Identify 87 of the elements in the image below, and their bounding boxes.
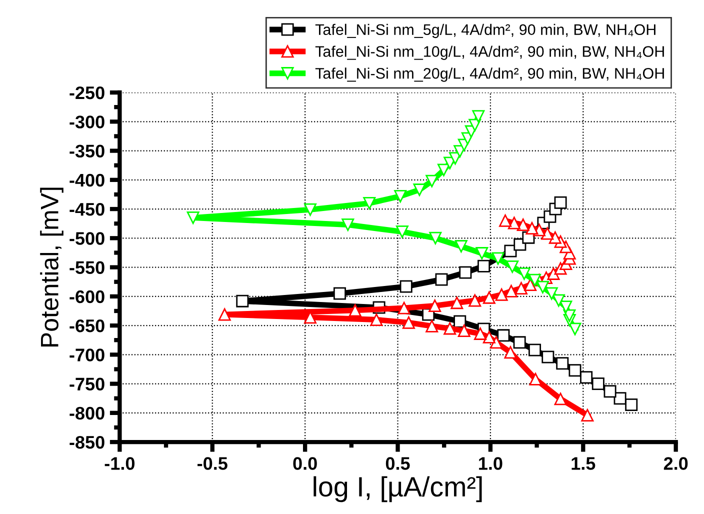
x-tick-label: -0.5 (198, 457, 228, 470)
y-tick-label: -850 (70, 436, 104, 449)
point (304, 203, 317, 216)
point (400, 280, 412, 293)
point (513, 336, 526, 349)
point (497, 329, 510, 342)
x-tick-label: -1.0 (104, 457, 134, 470)
point (542, 350, 554, 364)
point (454, 315, 466, 328)
point (348, 304, 362, 317)
point (568, 364, 582, 377)
x-axis-title: log I, [µA/cm²] (314, 476, 482, 502)
point (482, 330, 496, 344)
point (541, 227, 554, 240)
point (454, 240, 468, 253)
point (524, 278, 537, 292)
y-tick-label: -450 (70, 202, 104, 216)
point (495, 288, 508, 301)
y-tick-label: -800 (70, 406, 104, 420)
y-tick-label: -250 (70, 86, 104, 100)
point (450, 296, 464, 310)
point (398, 302, 410, 314)
point (396, 225, 408, 238)
point (514, 282, 528, 294)
point (236, 294, 249, 308)
point (429, 232, 442, 244)
point (363, 196, 376, 210)
point (370, 313, 383, 326)
point (490, 336, 502, 349)
point (472, 110, 485, 123)
point (476, 247, 488, 260)
point (568, 322, 582, 336)
point (526, 222, 538, 234)
point (554, 196, 567, 209)
x-tick-label: 1.5 (572, 457, 596, 470)
point (394, 190, 407, 202)
point (504, 284, 518, 298)
point (604, 385, 616, 398)
legend-label: Tafel_Ni-Si nm_10g/L, 4A/dm², 90 min, BW, NH₄OH (315, 46, 664, 60)
point (625, 398, 638, 412)
y-tick-label: -500 (70, 232, 104, 245)
x-tick-label: 2.0 (664, 457, 688, 470)
point (426, 320, 438, 332)
y-tick-label: -350 (70, 144, 104, 158)
point (428, 299, 442, 312)
point (528, 344, 542, 356)
y-tick-label: -300 (70, 116, 104, 128)
legend-label: Tafel_Ni-Si nm_5g/L, 4A/dm², 90 min, BW, NH₄OH (315, 24, 656, 38)
point (580, 371, 593, 384)
point (186, 212, 200, 224)
y-tick-label: -650 (70, 319, 104, 332)
point (516, 218, 530, 232)
point (547, 267, 560, 280)
x-tick-label: 0.5 (386, 457, 410, 470)
y-axis-title: Potential, [mV] (40, 188, 64, 347)
point (554, 392, 567, 406)
point (528, 274, 542, 286)
point (342, 218, 354, 232)
point (333, 287, 346, 300)
y-tick-label: -750 (70, 378, 104, 391)
x-tick-label: 1.0 (479, 457, 502, 470)
point (499, 214, 512, 227)
point (548, 231, 562, 244)
point (435, 273, 448, 286)
y-tick-label: -600 (70, 290, 104, 304)
y-tick-label: -700 (70, 348, 104, 362)
x-tick-label: 0.0 (293, 457, 317, 470)
point (556, 357, 569, 370)
y-tick-label: -550 (70, 261, 104, 274)
point (468, 294, 482, 307)
legend-label: Tafel_Ni-Si nm_20g/L, 4A/dm², 90 min, BW, NH₄OH (315, 68, 664, 82)
point (492, 252, 504, 265)
point (459, 266, 472, 279)
point (482, 291, 496, 304)
point (518, 267, 530, 280)
point (402, 316, 415, 329)
point (478, 260, 490, 272)
point (614, 392, 626, 405)
point (474, 327, 487, 340)
point (444, 322, 456, 335)
point (506, 260, 519, 273)
point (218, 308, 231, 321)
point (581, 408, 594, 422)
point (592, 378, 604, 390)
point (508, 216, 520, 230)
point (458, 324, 470, 338)
y-tick-label: -400 (70, 174, 104, 187)
